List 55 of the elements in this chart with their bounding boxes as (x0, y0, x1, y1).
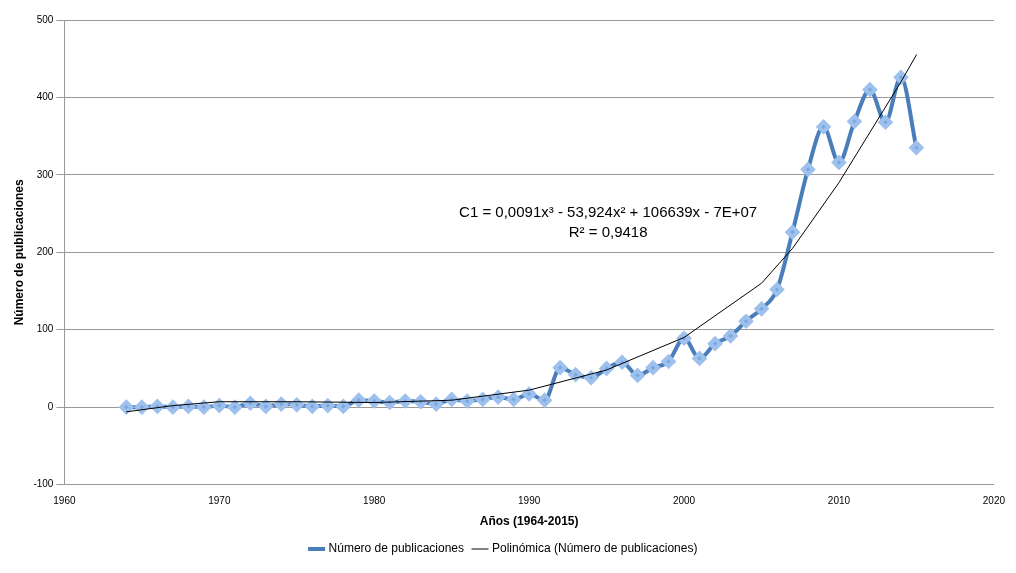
point (754, 301, 769, 316)
point (723, 328, 738, 343)
x-tick-label: 1980 (363, 495, 386, 507)
x-tick-label: 1960 (53, 495, 76, 507)
point (196, 400, 211, 415)
point (506, 392, 521, 407)
point (692, 351, 707, 366)
x-tick-label: 2000 (672, 495, 696, 507)
point (739, 314, 754, 329)
point (320, 398, 335, 413)
y-tick-label: -100 (33, 478, 54, 490)
y-tick-label: 300 (36, 168, 54, 180)
point (800, 162, 815, 177)
y-tick-label: 200 (36, 246, 54, 258)
point (553, 360, 568, 375)
point (785, 225, 800, 240)
point (351, 393, 366, 408)
point (212, 398, 227, 413)
point (831, 155, 846, 170)
y-tick-label: 400 (36, 91, 54, 103)
x-axis-title: Años (1964-2015) (479, 514, 579, 529)
legend-label: Número de publicaciones (328, 541, 464, 556)
point (862, 82, 877, 97)
y-tick-label: 500 (36, 13, 54, 25)
point (522, 387, 537, 401)
point (847, 114, 862, 129)
y-tick-label: 0 (47, 400, 54, 412)
point (909, 140, 924, 155)
point (429, 397, 444, 412)
point (584, 370, 599, 385)
point (630, 368, 645, 383)
point (274, 397, 289, 412)
point (305, 399, 320, 414)
point (258, 399, 273, 414)
x-tick-label: 2010 (827, 495, 851, 507)
y-axis-title: Número de publicaciones (11, 178, 26, 326)
x-tick-label: 1970 (208, 495, 231, 507)
point (816, 119, 831, 134)
point (568, 367, 583, 382)
point (646, 360, 661, 375)
x-tick-label: 2020 (982, 495, 1006, 507)
point (770, 282, 784, 297)
annotation: C1 = 0,0091x³ - 53,924x² + 106639x - 7E+07 (459, 202, 758, 220)
point (336, 399, 351, 414)
point (119, 400, 134, 415)
point (227, 400, 242, 415)
point (289, 397, 304, 412)
point (878, 115, 893, 130)
point (708, 336, 723, 351)
point (661, 354, 676, 369)
legend-label: Polinómica (Número de publicaciones) (491, 541, 698, 556)
annotation: R² = 0,9418 (568, 222, 648, 240)
y-tick-label: 100 (36, 323, 54, 335)
point (537, 393, 552, 408)
x-tick-label: 1990 (518, 495, 541, 507)
